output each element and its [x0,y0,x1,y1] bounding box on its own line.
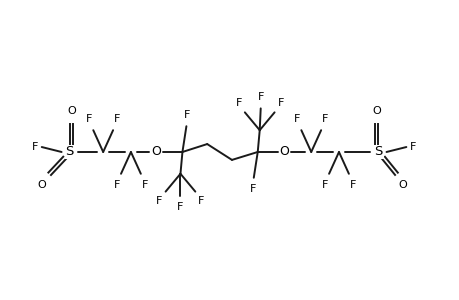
Text: S: S [65,146,73,158]
Text: O: O [397,180,406,190]
Text: F: F [113,180,120,190]
Text: O: O [151,146,160,158]
Text: F: F [409,142,416,152]
Text: F: F [349,180,355,190]
Text: F: F [235,98,241,108]
Text: S: S [374,146,382,158]
Text: F: F [156,196,162,206]
Text: O: O [371,106,380,116]
Text: F: F [177,202,183,212]
Text: F: F [249,184,255,194]
Text: F: F [31,142,38,152]
Text: F: F [321,180,327,190]
Text: F: F [86,114,92,124]
Text: F: F [293,114,300,124]
Text: F: F [277,98,283,108]
Text: F: F [257,92,263,102]
Text: F: F [184,110,190,120]
Text: F: F [198,196,204,206]
Text: O: O [279,146,289,158]
Text: O: O [37,180,45,190]
Text: F: F [141,180,148,190]
Text: F: F [321,114,328,124]
Text: F: F [114,114,120,124]
Text: O: O [67,106,76,116]
